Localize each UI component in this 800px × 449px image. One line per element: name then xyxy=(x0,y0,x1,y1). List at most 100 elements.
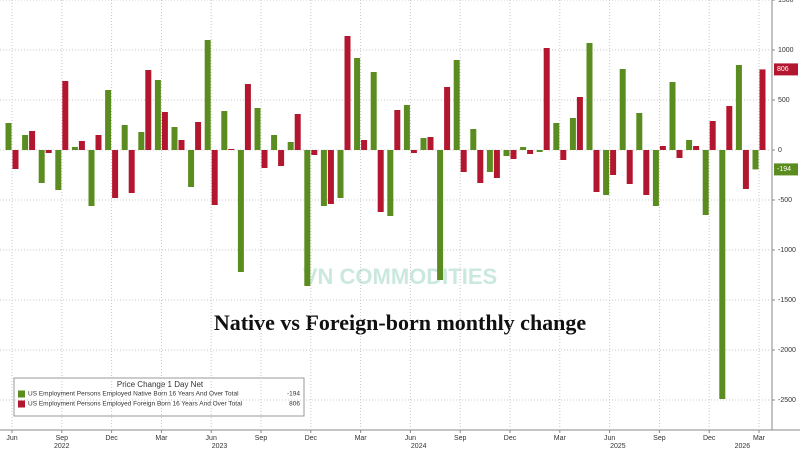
bar xyxy=(652,150,659,206)
bar xyxy=(361,140,368,150)
bar xyxy=(55,150,62,190)
bar xyxy=(726,106,733,150)
bar xyxy=(427,137,434,150)
bar xyxy=(693,146,700,150)
y-tick-label: 500 xyxy=(778,97,790,104)
bar xyxy=(22,135,29,150)
bar xyxy=(5,123,12,150)
bar xyxy=(112,150,119,198)
bar xyxy=(636,113,643,150)
bar xyxy=(527,150,534,154)
bar xyxy=(553,123,560,150)
y-tick-label: 1000 xyxy=(778,47,794,54)
x-tick-label: Sep xyxy=(454,435,467,442)
bar xyxy=(254,108,261,150)
bar xyxy=(735,65,742,150)
bar xyxy=(569,118,576,150)
bar xyxy=(619,69,626,150)
bar xyxy=(195,122,202,150)
bar xyxy=(444,87,451,150)
bar xyxy=(536,150,543,152)
bar xyxy=(337,150,344,198)
last-value-label: 806 xyxy=(777,66,789,73)
bar xyxy=(759,69,766,150)
bar xyxy=(12,150,19,169)
bar xyxy=(78,141,85,150)
bar xyxy=(676,150,683,158)
year-label: 2023 xyxy=(212,443,228,449)
bar xyxy=(29,131,36,150)
bar xyxy=(71,147,78,150)
x-tick-label: Mar xyxy=(753,435,766,442)
y-tick-label: -500 xyxy=(778,197,792,204)
bar xyxy=(387,150,394,216)
bar xyxy=(520,147,527,150)
bar xyxy=(344,36,351,150)
bar xyxy=(510,150,517,159)
chart-title: Native vs Foreign-born monthly change xyxy=(214,310,587,335)
bar xyxy=(178,140,185,150)
legend-title: Price Change 1 Day Net xyxy=(117,380,204,389)
x-tick-label: Dec xyxy=(504,435,517,442)
watermark: VN COMMODITIES xyxy=(303,264,497,289)
y-tick-label: 0 xyxy=(778,147,782,154)
y-tick-label: 1500 xyxy=(778,0,794,4)
bar xyxy=(294,114,301,150)
bar xyxy=(171,127,178,150)
bar xyxy=(38,150,45,183)
bar xyxy=(105,90,112,150)
bar xyxy=(204,40,211,150)
legend-value: -194 xyxy=(287,391,300,398)
bar xyxy=(62,81,69,150)
bar xyxy=(603,150,610,195)
bar xyxy=(643,150,650,195)
x-tick-label: Jun xyxy=(206,435,217,442)
x-tick-label: Dec xyxy=(703,435,716,442)
bar xyxy=(261,150,268,168)
bar xyxy=(659,146,666,150)
y-tick-label: -2500 xyxy=(778,397,796,404)
bar xyxy=(493,150,500,178)
last-value-tag xyxy=(774,163,798,176)
bar xyxy=(271,135,278,150)
bar xyxy=(88,150,95,206)
bar xyxy=(486,150,493,172)
bar xyxy=(453,60,460,150)
bar xyxy=(237,150,244,272)
x-tick-label: Jun xyxy=(604,435,615,442)
bar xyxy=(610,150,617,175)
x-tick-label: Sep xyxy=(255,435,268,442)
bar xyxy=(576,97,583,150)
y-tick-label: -1500 xyxy=(778,297,796,304)
legend-swatch xyxy=(18,400,25,408)
bar xyxy=(377,150,384,212)
bar xyxy=(95,135,102,150)
bar xyxy=(394,110,401,150)
bar xyxy=(311,150,318,155)
legend-box xyxy=(13,377,305,417)
bar xyxy=(354,58,361,150)
x-tick-label: Jun xyxy=(6,435,17,442)
bar xyxy=(221,111,228,150)
bar xyxy=(145,70,152,150)
bar xyxy=(742,150,749,189)
year-label: 2026 xyxy=(735,443,751,449)
year-label: 2025 xyxy=(610,443,626,449)
bar xyxy=(410,150,417,153)
bar xyxy=(719,150,726,399)
x-tick-label: Jun xyxy=(405,435,416,442)
bar xyxy=(211,150,218,205)
bar xyxy=(709,121,716,150)
x-tick-label: Dec xyxy=(305,435,318,442)
bar xyxy=(304,150,311,286)
bar xyxy=(420,138,427,150)
bar xyxy=(327,150,334,204)
last-value-label: -194 xyxy=(777,166,791,173)
x-tick-label: Mar xyxy=(155,435,168,442)
bar xyxy=(543,48,550,150)
year-label: 2022 xyxy=(54,443,70,449)
bar xyxy=(437,150,444,280)
bar xyxy=(228,149,235,150)
bar xyxy=(477,150,484,183)
